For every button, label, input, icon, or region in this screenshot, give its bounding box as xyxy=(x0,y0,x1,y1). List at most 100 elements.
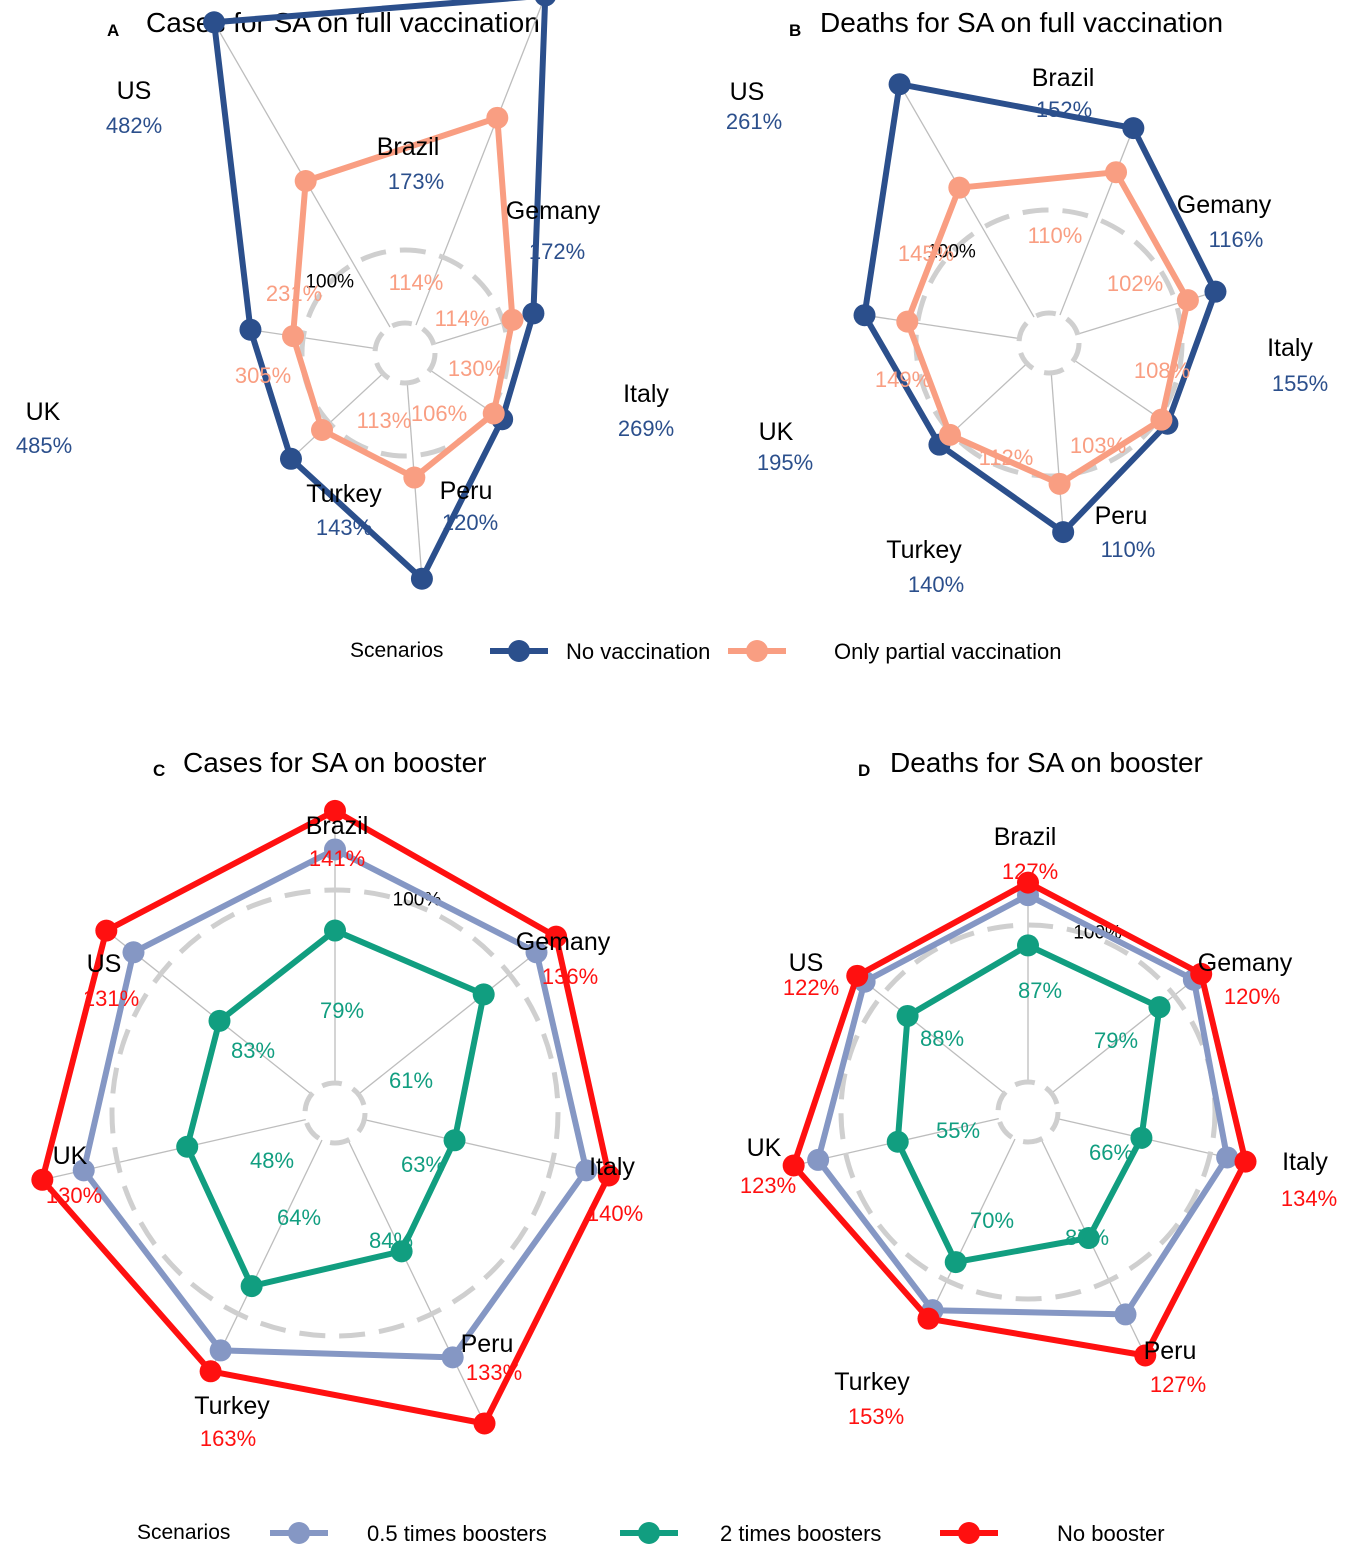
country-label-turkey: Turkey xyxy=(194,1392,270,1420)
country-label-uk: UK xyxy=(26,398,61,426)
series-point-2-times-boosters-turkey xyxy=(390,1240,413,1263)
country-label-peru: Peru xyxy=(1144,1337,1197,1365)
value-label-2-times-boosters-italy: 63% xyxy=(401,1152,445,1177)
country-label-peru: Peru xyxy=(1095,502,1148,530)
series-point-only-partial-vaccination-us xyxy=(948,176,971,199)
series-point-no-vaccination-italy xyxy=(1052,521,1075,544)
value-label-no-vaccination-gemany: 172% xyxy=(529,239,585,264)
series-point-no-vaccination-us xyxy=(888,73,911,96)
series-point-only-partial-vaccination-gemany xyxy=(938,423,961,446)
panel-letter: C xyxy=(153,761,165,780)
series-line-0-5-times-boosters xyxy=(815,892,1231,1318)
value-label-no-vaccination-italy: 155% xyxy=(1272,371,1328,396)
legend-label-no-vaccination: No vaccination xyxy=(566,639,710,664)
series-point-2-times-boosters-peru xyxy=(944,1251,967,1274)
legend-label-2-times-boosters: 2 times boosters xyxy=(720,1521,881,1546)
value-label-no-booster-turkey: 163% xyxy=(200,1426,256,1451)
radar-panel-b: B Deaths for SA on full vaccination100%US… xyxy=(726,7,1328,597)
value-label-no-vaccination-turkey: 140% xyxy=(908,572,964,597)
value-label-no-booster-gemany: 120% xyxy=(1224,984,1280,1009)
axis-spoke-peru xyxy=(1073,359,1168,425)
country-label-gemany: Gemany xyxy=(1177,191,1272,219)
series-point-0-5-times-boosters-uk xyxy=(575,1159,598,1182)
series-point-no-vaccination-brazil xyxy=(239,318,262,341)
axis-spoke-uk xyxy=(415,0,545,326)
series-point-0-5-times-boosters-brazil xyxy=(324,838,346,861)
country-label-us: US xyxy=(117,77,152,105)
country-label-us: US xyxy=(789,949,824,977)
reference-ring-100 xyxy=(109,887,561,1339)
value-label-no-vaccination-gemany: 116% xyxy=(1209,227,1264,252)
country-label-turkey: Turkey xyxy=(834,1368,910,1396)
value-label-no-vaccination-italy: 269% xyxy=(618,416,674,441)
value-label-no-vaccination-brazil: 152% xyxy=(1036,97,1092,122)
series-point-2-times-boosters-brazil xyxy=(324,919,346,942)
country-label-gemany: Gemany xyxy=(516,928,611,956)
series-point-2-times-boosters-italy xyxy=(886,1130,909,1153)
country-label-brazil: Brazil xyxy=(377,133,440,161)
value-label-no-booster-italy: 140% xyxy=(587,1201,643,1226)
value-label-only-partial-vaccination-brazil: 114% xyxy=(389,270,444,295)
series-point-2-times-boosters-peru xyxy=(240,1275,263,1298)
series-point-no-vaccination-gemany xyxy=(279,447,302,470)
value-label-no-vaccination-turkey: 143% xyxy=(316,515,372,540)
series-point-no-booster-us xyxy=(545,925,568,948)
value-label-2-times-boosters-turkey: 70% xyxy=(970,1208,1014,1233)
value-label-no-vaccination-uk: 195% xyxy=(757,450,813,475)
inner-hole-ring xyxy=(372,320,438,386)
series-point-no-booster-us xyxy=(1190,962,1213,985)
series-point-0-5-times-boosters-turkey xyxy=(441,1346,464,1369)
reference-ring-100 xyxy=(838,922,1218,1302)
inner-hole-ring xyxy=(995,1079,1061,1145)
series-point-0-5-times-boosters-gemany xyxy=(122,941,145,964)
axis-spoke-us xyxy=(358,936,557,1095)
legend-1: Scenarios No vaccination Only partial vacc… xyxy=(350,639,1061,664)
value-label-2-times-boosters-peru: 84% xyxy=(369,1228,413,1253)
value-label-no-booster-peru: 133% xyxy=(466,1360,522,1385)
axis-spoke-us xyxy=(1051,973,1202,1094)
country-label-gemany: Gemany xyxy=(1198,949,1293,977)
value-label-no-vaccination-peru: 110% xyxy=(1101,537,1156,562)
series-point-no-vaccination-italy xyxy=(410,567,433,590)
inner-hole-ring xyxy=(302,1080,368,1146)
series-point-no-booster-gemany xyxy=(95,919,118,942)
series-point-no-vaccination-brazil xyxy=(853,304,876,327)
series-point-only-partial-vaccination-turkey xyxy=(501,308,524,331)
series-point-2-times-boosters-us xyxy=(472,983,495,1006)
radar-panel-a: A Cases for SA on full vaccination100%USB… xyxy=(16,0,674,590)
value-label-only-partial-vaccination-uk: 149% xyxy=(875,367,931,392)
country-label-us: US xyxy=(87,950,122,978)
series-point-2-times-boosters-turkey xyxy=(1077,1227,1100,1250)
value-label-only-partial-vaccination-peru: 106% xyxy=(411,401,467,426)
value-label-only-partial-vaccination-gemany: 114% xyxy=(435,306,490,331)
panel-title: Deaths for SA on booster xyxy=(890,747,1203,778)
legend-label-0-5-times-boosters: 0.5 times boosters xyxy=(367,1521,547,1546)
series-point-no-booster-peru xyxy=(199,1360,222,1383)
country-label-peru: Peru xyxy=(440,477,493,505)
series-point-only-partial-vaccination-uk xyxy=(486,106,509,129)
series-point-only-partial-vaccination-brazil xyxy=(896,310,919,333)
series-point-only-partial-vaccination-uk xyxy=(1105,161,1128,184)
inner-hole-ring xyxy=(1016,310,1082,376)
value-label-only-partial-vaccination-gemany: 102% xyxy=(1107,271,1163,296)
series-point-2-times-boosters-us xyxy=(1148,996,1171,1019)
legend-swatch-point-2-times-boosters xyxy=(638,1522,660,1544)
value-label-no-vaccination-uk: 485% xyxy=(16,433,72,458)
axis-spoke-peru xyxy=(927,1138,1016,1319)
series-point-only-partial-vaccination-italy xyxy=(403,466,426,489)
value-label-no-booster-brazil: 141% xyxy=(309,846,365,871)
value-label-no-booster-us: 131% xyxy=(83,986,139,1011)
country-label-uk: UK xyxy=(759,418,794,446)
series-line-0-5-times-boosters xyxy=(80,846,590,1361)
value-label-no-booster-uk: 123% xyxy=(740,1173,796,1198)
value-label-no-vaccination-us: 482% xyxy=(106,113,162,138)
country-label-brazil: Brazil xyxy=(306,812,369,840)
series-point-only-partial-vaccination-brazil xyxy=(282,325,305,348)
value-label-only-partial-vaccination-turkey: 112% xyxy=(979,445,1034,470)
country-label-uk: UK xyxy=(53,1142,88,1170)
series-point-no-booster-brazil xyxy=(324,799,346,822)
country-label-brazil: Brazil xyxy=(994,823,1057,851)
radar-panel-c: C Cases for SA on booster100%BrazilGemany… xyxy=(31,747,643,1451)
series-line-no-vaccination xyxy=(211,0,549,582)
axis-spoke-gemany xyxy=(856,975,1005,1094)
